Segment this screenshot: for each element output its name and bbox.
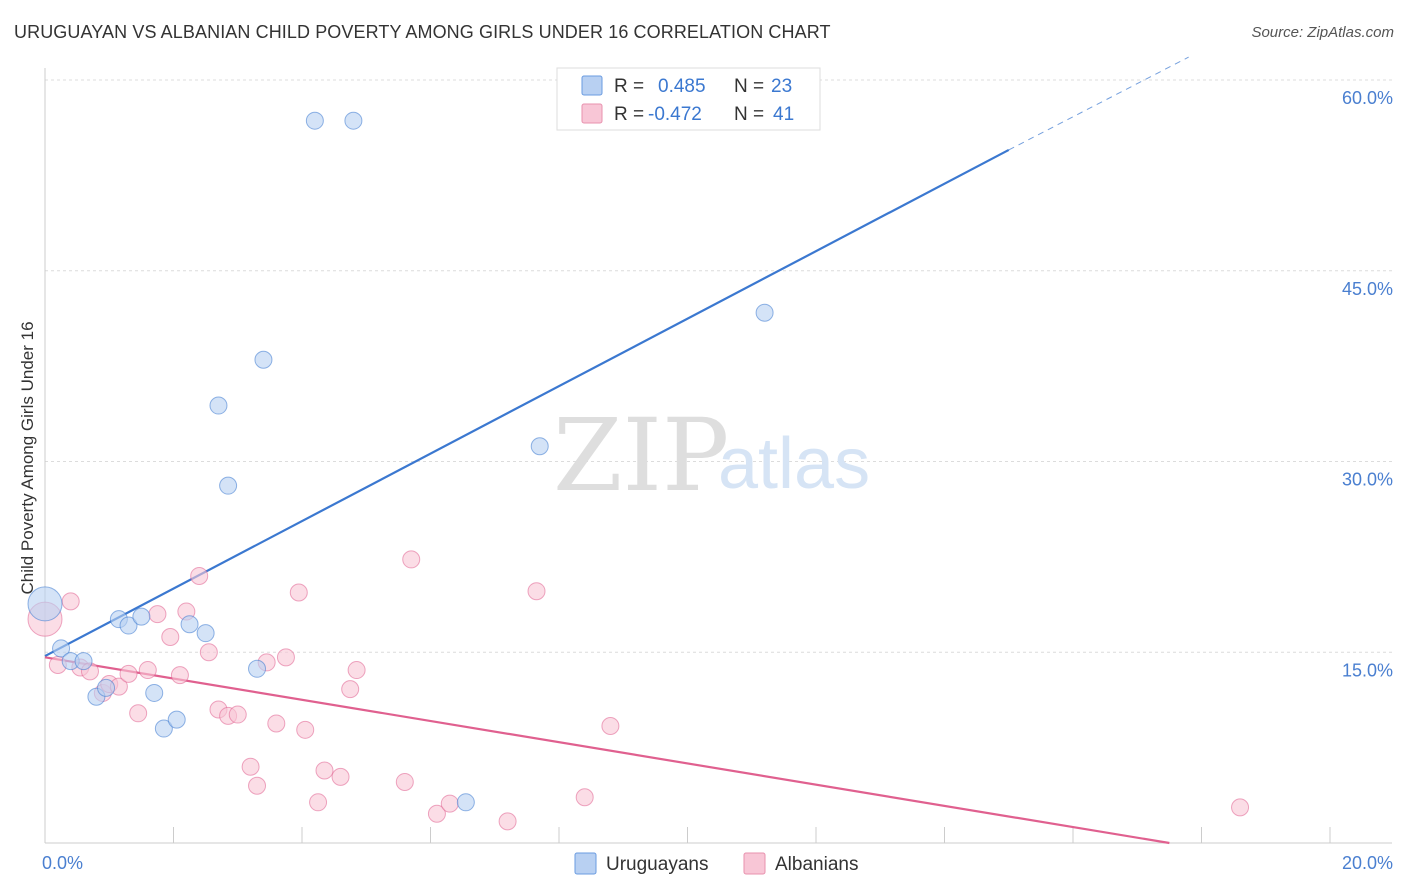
source-credit: Source: ZipAtlas.com [1251,24,1394,41]
point-albanians [395,772,414,791]
legend-swatch-albanians [581,103,603,124]
point-uruguayans [52,639,71,658]
y-tick-label: 30.0% [1342,470,1393,490]
bottom-legend-swatch-uruguayans [574,852,597,875]
point-albanians [267,714,286,733]
point-uruguayans [97,678,116,697]
point-uruguayans [755,303,774,322]
legend-n-value: 41 [773,104,794,125]
trend-extension-uruguayans [1008,56,1189,151]
bottom-legend-label-albanians: Albanians [775,854,858,875]
point-uruguayans [456,793,475,812]
legend-r-value: -0.472 [648,104,702,125]
legend-r-label: R = [614,104,644,125]
legend-box: R = 0.485 N = 23 R = -0.472 N = 41 [556,67,821,131]
point-uruguayans [27,586,63,622]
legend-swatch-uruguayans [581,75,603,96]
point-uruguayans [180,615,199,634]
point-uruguayans [209,396,228,415]
point-albanians [1231,798,1250,817]
point-albanians [190,566,209,585]
point-uruguayans [254,350,273,369]
grid [45,79,1392,653]
point-albanians [276,648,295,667]
legend-r-value: 0.485 [658,76,706,97]
point-albanians [527,582,546,601]
point-uruguayans [248,659,267,678]
point-albanians [347,661,366,680]
point-albanians [296,720,315,739]
tick-labels: 15.0% 30.0% 45.0% 60.0% 0.0% 20.0% [42,88,1393,873]
x-tick-label: 0.0% [42,853,83,873]
point-albanians [148,605,167,624]
point-albanians [199,643,218,662]
point-albanians [601,717,620,736]
point-uruguayans [154,719,173,738]
y-tick-label: 45.0% [1342,279,1393,299]
y-tick-label: 15.0% [1342,660,1393,680]
y-tick-label: 60.0% [1342,88,1393,108]
legend-n-label: N = [734,104,764,125]
data-points [27,111,1250,831]
legend-n-value: 23 [771,76,792,97]
bottom-legend-label-uruguayans: Uruguayans [606,854,708,875]
point-albanians [170,666,189,685]
x-tick-label: 20.0% [1342,853,1393,873]
point-albanians [402,550,421,569]
legend-n-label: N = [734,76,764,97]
point-albanians [228,705,247,724]
point-uruguayans [167,710,186,729]
point-albanians [440,794,459,813]
y-axis-label: Child Poverty Among Girls Under 16 [18,321,37,594]
point-albanians [119,664,138,683]
point-albanians [575,788,594,807]
point-albanians [248,776,267,795]
trend-line-albanians [44,656,1170,845]
trend-line-uruguayans [44,148,1010,658]
legend-r-label: R = [614,76,644,97]
point-uruguayans [119,616,138,635]
point-uruguayans [132,607,151,626]
point-uruguayans [305,111,324,130]
watermark-zip: ZIP [553,397,729,514]
point-albanians [331,767,350,786]
chart-title: URUGUAYAN VS ALBANIAN CHILD POVERTY AMON… [14,22,831,42]
point-albanians [309,793,328,812]
point-uruguayans [74,652,93,671]
bottom-legend: Uruguayans Albanians [574,852,858,875]
point-albanians [61,592,80,611]
point-albanians [129,704,148,723]
point-uruguayans [145,683,164,702]
point-albanians [241,757,260,776]
point-albanians [161,627,180,646]
point-albanians [315,761,334,780]
point-albanians [498,812,517,831]
point-albanians [427,804,446,823]
point-albanians [341,680,360,699]
point-uruguayans [530,437,549,456]
point-uruguayans [219,476,238,495]
point-uruguayans [196,624,215,643]
watermark-atlas: atlas [718,424,870,504]
point-albanians [289,583,308,602]
point-uruguayans [344,111,363,130]
bottom-legend-swatch-albanians [743,852,766,875]
point-albanians [138,661,157,680]
